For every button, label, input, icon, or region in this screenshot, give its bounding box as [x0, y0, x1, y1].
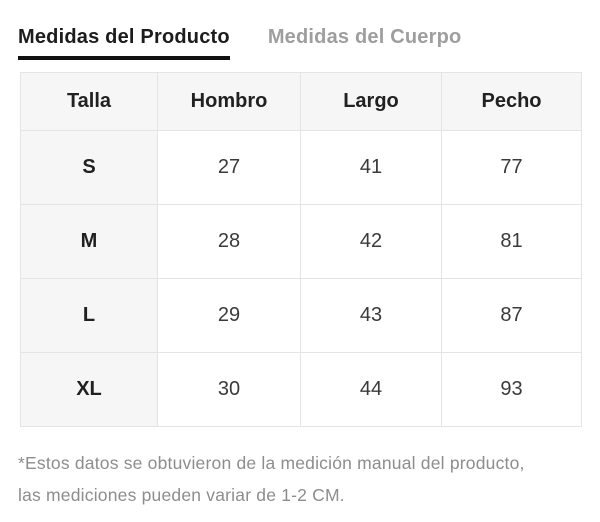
measurement-disclaimer: *Estos datos se obtuvieron de la medició… [18, 447, 582, 511]
size-cell-m: M [20, 204, 158, 279]
disclaimer-line-2: las mediciones pueden variar de 1-2 CM. [18, 485, 345, 505]
disclaimer-line-1: *Estos datos se obtuvieron de la medició… [18, 453, 525, 473]
size-chart-tabbar: Medidas del Producto Medidas del Cuerpo [0, 0, 600, 60]
size-cell-xl: XL [20, 352, 158, 427]
table-row-xl: XL 30 44 93 [20, 352, 582, 427]
tab-medidas-del-producto[interactable]: Medidas del Producto [18, 26, 230, 60]
measurement-cell: 87 [441, 278, 582, 353]
size-cell-s: S [20, 130, 158, 205]
table-header-row: Talla Hombro Largo Pecho [20, 72, 582, 131]
size-measurements-table: Talla Hombro Largo Pecho S 27 41 77 M 28… [20, 72, 582, 427]
measurement-cell: 81 [441, 204, 582, 279]
column-header-talla: Talla [20, 72, 158, 131]
column-header-pecho: Pecho [441, 72, 582, 131]
measurement-cell: 27 [157, 130, 301, 205]
tab-medidas-del-cuerpo[interactable]: Medidas del Cuerpo [267, 26, 462, 48]
measurement-cell: 28 [157, 204, 301, 279]
measurement-cell: 42 [300, 204, 442, 279]
measurement-cell: 41 [300, 130, 442, 205]
column-header-largo: Largo [300, 72, 442, 131]
column-header-hombro: Hombro [157, 72, 301, 131]
size-cell-l: L [20, 278, 158, 353]
measurement-cell: 93 [441, 352, 582, 427]
measurement-cell: 30 [157, 352, 301, 427]
table-row-s: S 27 41 77 [20, 130, 582, 205]
table-row-m: M 28 42 81 [20, 204, 582, 279]
measurement-cell: 43 [300, 278, 442, 353]
table-row-l: L 29 43 87 [20, 278, 582, 353]
measurement-cell: 29 [157, 278, 301, 353]
measurement-cell: 44 [300, 352, 442, 427]
measurement-cell: 77 [441, 130, 582, 205]
